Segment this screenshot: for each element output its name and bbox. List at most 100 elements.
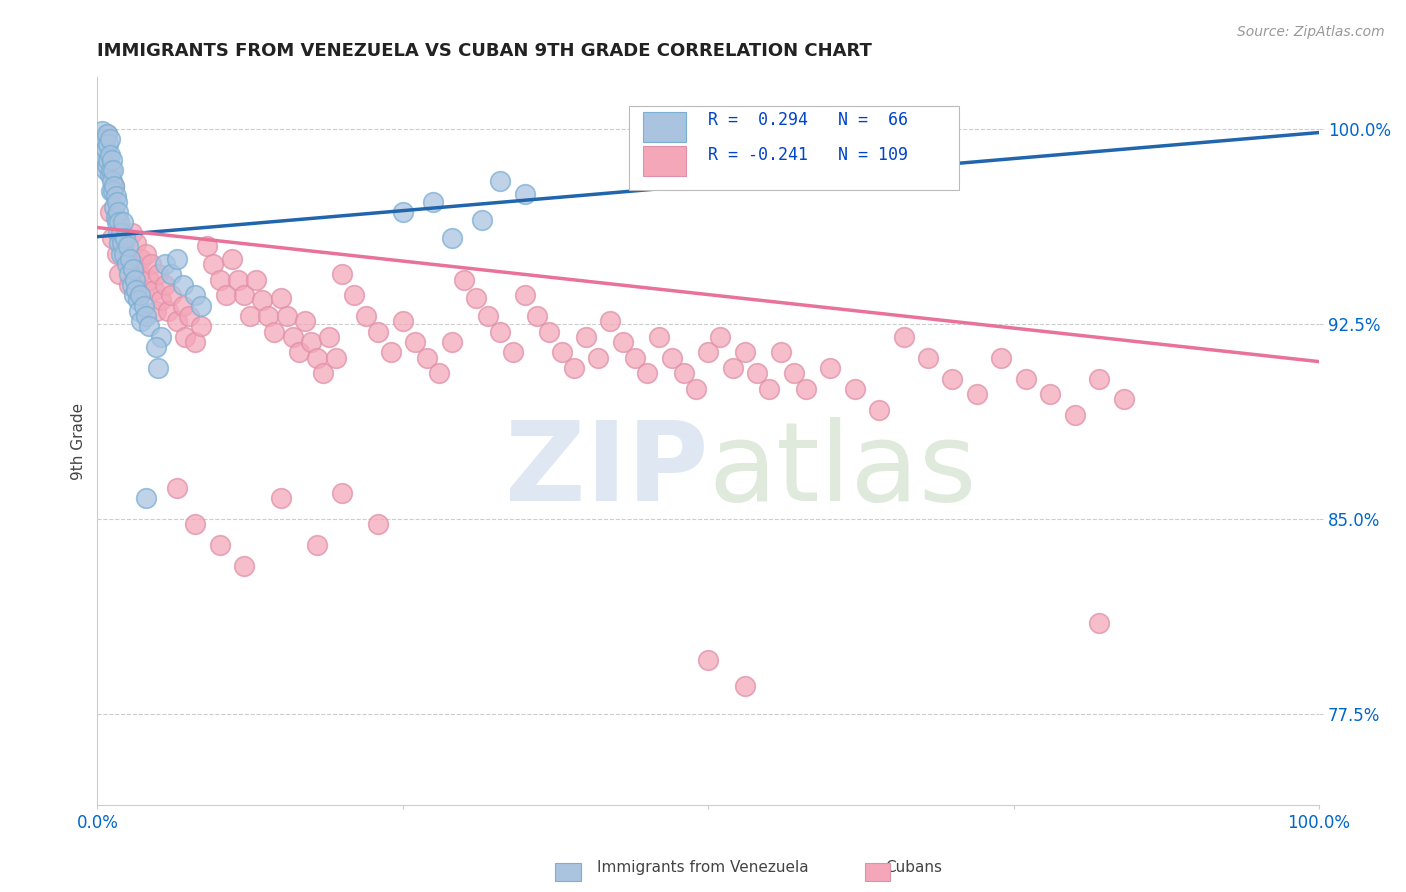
Point xyxy=(129,288,152,302)
Text: R = -0.241   N = 109: R = -0.241 N = 109 xyxy=(709,145,908,163)
Point xyxy=(202,257,225,271)
Point xyxy=(330,486,353,500)
Point xyxy=(276,309,298,323)
Point xyxy=(122,288,145,302)
Point xyxy=(868,402,890,417)
Point xyxy=(111,226,134,240)
Point xyxy=(127,293,149,308)
Point xyxy=(636,367,658,381)
Point xyxy=(307,351,329,365)
Point xyxy=(575,330,598,344)
Point xyxy=(1112,392,1135,407)
Point xyxy=(108,215,131,229)
Point xyxy=(190,299,212,313)
Point xyxy=(103,184,125,198)
Point xyxy=(128,268,150,282)
Point xyxy=(648,330,671,344)
Point xyxy=(112,246,135,260)
Point xyxy=(166,252,188,266)
Point xyxy=(96,127,118,141)
Text: ZIP: ZIP xyxy=(505,417,709,524)
Point xyxy=(233,288,256,302)
Y-axis label: 9th Grade: 9th Grade xyxy=(72,402,86,480)
Point xyxy=(172,299,194,313)
Point xyxy=(422,194,444,209)
Point xyxy=(697,652,720,666)
Point xyxy=(453,272,475,286)
Point xyxy=(893,330,915,344)
Point xyxy=(135,309,157,323)
Point xyxy=(118,277,141,292)
Point xyxy=(307,538,329,552)
Point xyxy=(94,163,117,178)
Point xyxy=(550,345,572,359)
Point xyxy=(103,163,125,178)
Point xyxy=(159,288,181,302)
Point xyxy=(135,246,157,260)
Point xyxy=(214,288,236,302)
Point xyxy=(97,137,120,152)
Point xyxy=(174,330,197,344)
Point xyxy=(270,491,292,506)
Point xyxy=(135,491,157,506)
Point xyxy=(91,124,114,138)
Point xyxy=(367,517,389,532)
Point xyxy=(117,239,139,253)
Point xyxy=(184,334,207,349)
Point xyxy=(208,272,231,286)
Point xyxy=(513,186,536,201)
Point xyxy=(120,252,142,266)
Point xyxy=(226,272,249,286)
Point xyxy=(270,291,292,305)
Point xyxy=(138,272,160,286)
Point xyxy=(93,147,115,161)
Point xyxy=(103,178,125,193)
Text: atlas: atlas xyxy=(709,417,977,524)
Point xyxy=(685,382,707,396)
Point xyxy=(121,262,143,277)
Point xyxy=(104,210,127,224)
Point xyxy=(153,257,176,271)
Point xyxy=(184,517,207,532)
Point xyxy=(105,246,128,260)
Point xyxy=(125,236,148,251)
Point xyxy=(661,351,683,365)
Point xyxy=(149,330,172,344)
Point xyxy=(1088,371,1111,385)
Point xyxy=(98,169,121,183)
Point xyxy=(157,303,180,318)
Point xyxy=(526,309,548,323)
Point xyxy=(103,200,125,214)
Point xyxy=(245,272,267,286)
Point xyxy=(177,309,200,323)
Point xyxy=(416,351,439,365)
Point xyxy=(100,184,122,198)
Point xyxy=(97,153,120,167)
Point xyxy=(1063,408,1085,422)
Point xyxy=(190,319,212,334)
Point xyxy=(404,334,426,349)
Point xyxy=(166,481,188,495)
Point xyxy=(107,226,129,240)
Point xyxy=(100,163,122,178)
Point xyxy=(844,382,866,396)
Point xyxy=(794,382,817,396)
Point xyxy=(429,367,451,381)
Point xyxy=(111,236,134,251)
Point xyxy=(477,309,499,323)
Text: Cubans: Cubans xyxy=(886,861,942,875)
Point xyxy=(115,257,138,271)
Point xyxy=(721,361,744,376)
Point xyxy=(586,351,609,365)
Point xyxy=(820,361,842,376)
Point xyxy=(103,178,125,193)
Point xyxy=(118,268,141,282)
Point xyxy=(624,351,647,365)
Point xyxy=(465,291,488,305)
Point xyxy=(612,334,634,349)
Point xyxy=(697,345,720,359)
Point xyxy=(294,314,316,328)
Point xyxy=(354,309,377,323)
Point xyxy=(221,252,243,266)
Point xyxy=(110,246,132,260)
